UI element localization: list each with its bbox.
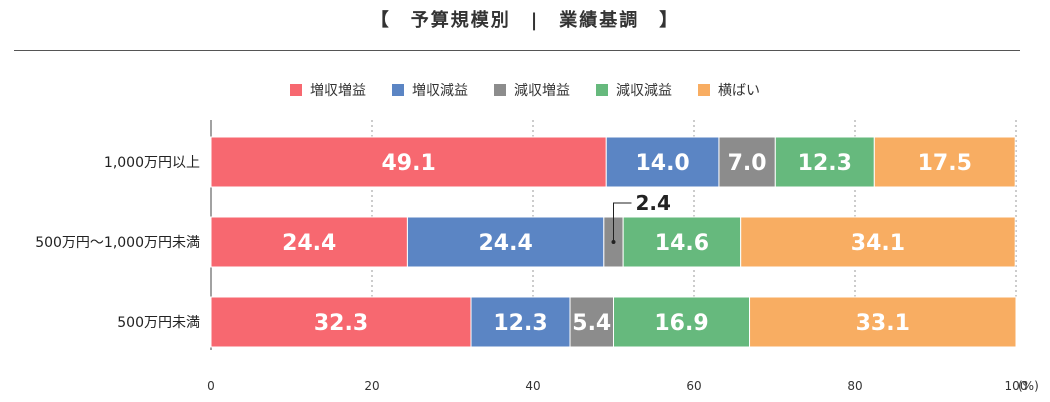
bar-segment: [774, 136, 875, 188]
category-label: 500万円～1,000万円未満: [35, 235, 200, 251]
data-label: 12.3: [798, 151, 852, 176]
chart-legend: 増収増益 増収減益 減収増益 減収減益 横ばい: [0, 80, 1050, 100]
bar-segment: [569, 296, 615, 348]
legend-item: 横ばい: [698, 80, 760, 100]
bar-segment: [210, 216, 408, 268]
x-tick-label: 20: [364, 379, 379, 393]
data-label: 5.4: [572, 311, 611, 336]
legend-item: 増収増益: [290, 80, 366, 100]
legend-swatch: [698, 84, 710, 96]
legend-label: 減収増益: [514, 83, 570, 99]
data-label: 33.1: [856, 311, 910, 336]
bar-segment: [749, 296, 1017, 348]
x-tick-label: 60: [686, 379, 701, 393]
legend-label: 増収増益: [310, 83, 366, 99]
bar-segment: [740, 216, 1016, 268]
x-tick-label: 0: [207, 379, 215, 393]
legend-item: 減収増益: [494, 80, 570, 100]
legend-label: 横ばい: [718, 83, 760, 99]
stacked-bar-chart: 0 20 40 60 80 100(%) 1,000万円以上 49.1 14.0 7.0 12.3 1…: [35, 120, 1039, 393]
data-label: 14.6: [655, 231, 709, 256]
legend-swatch: [392, 84, 404, 96]
x-tick-label: 80: [847, 379, 862, 393]
category-label: 1,000万円以上: [104, 155, 200, 171]
bar-segment: [613, 296, 751, 348]
legend-swatch: [290, 84, 302, 96]
legend-item: 減収減益: [596, 80, 672, 100]
data-label: 17.5: [918, 151, 972, 176]
bar-segment: [210, 296, 472, 348]
x-tick-label: 100: [1005, 379, 1028, 393]
legend-item: 増収減益: [392, 80, 468, 100]
data-label: 24.4: [282, 231, 336, 256]
legend-swatch: [494, 84, 506, 96]
title-divider: [14, 50, 1020, 51]
x-axis-unit: (%): [1018, 379, 1039, 393]
bar-segment: [406, 216, 605, 268]
data-label: 14.0: [635, 151, 689, 176]
callout-leader: [613, 202, 632, 242]
data-label: 16.9: [654, 311, 708, 336]
bar-segment: [470, 296, 571, 348]
data-label: 7.0: [728, 151, 767, 176]
chart-title: 【 予算規模別 | 業績基調 】: [370, 10, 680, 31]
data-label: 49.1: [381, 151, 435, 176]
legend-label: 増収減益: [412, 83, 468, 99]
category-label: 500万円未満: [117, 315, 200, 331]
data-label: 24.4: [478, 231, 532, 256]
legend-swatch: [596, 84, 608, 96]
data-label: 34.1: [851, 231, 905, 256]
callout-label: 2.4: [636, 191, 671, 215]
bar-segment: [210, 136, 607, 188]
bar-segment: [622, 216, 742, 268]
data-label: 12.3: [493, 311, 547, 336]
data-label: 32.3: [314, 311, 368, 336]
legend-label: 減収減益: [616, 83, 672, 99]
bar-segment: [873, 136, 1016, 188]
x-tick-label: 40: [525, 379, 540, 393]
